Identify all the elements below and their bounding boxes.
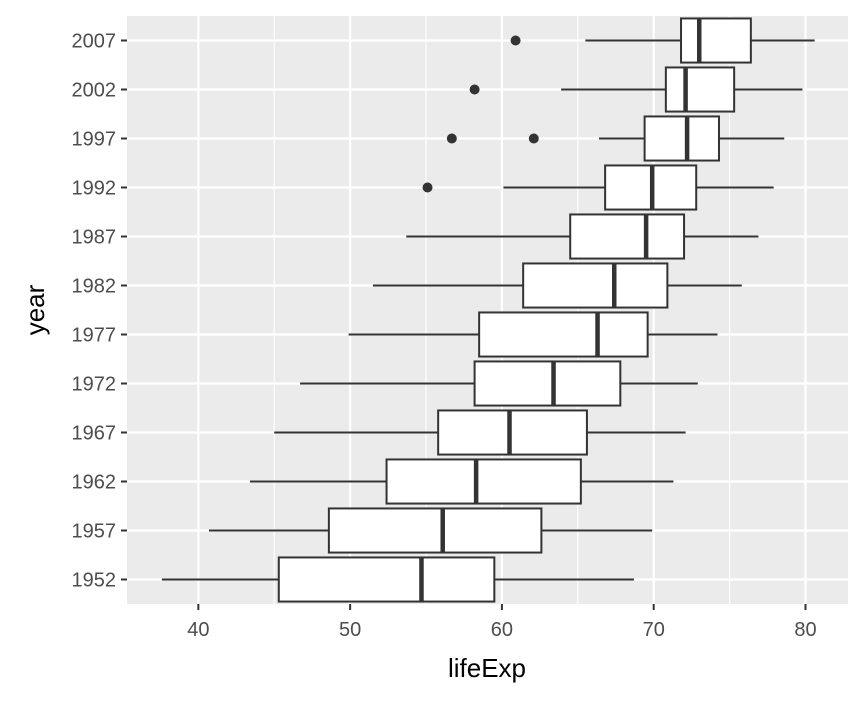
iqr-box <box>437 409 588 456</box>
x-tick-label: 60 <box>491 619 513 641</box>
y-axis: 1952 1957 1962 1967 1972 1977 1982 1987 1992 1997… <box>72 31 127 592</box>
x-tick-label: 70 <box>643 619 665 641</box>
box-1967 <box>274 409 686 456</box>
box-1972 <box>300 360 698 407</box>
y-tick-label: 1997 <box>72 129 117 151</box>
iqr-box <box>385 458 582 505</box>
iqr-box <box>569 213 686 260</box>
iqr-box <box>522 262 669 309</box>
y-tick-label: 1992 <box>72 178 117 200</box>
box-1987 <box>406 213 759 260</box>
outlier-point <box>469 84 480 95</box>
box-1997 <box>446 115 785 162</box>
box-layer <box>161 17 815 603</box>
iqr-box <box>664 66 736 113</box>
box-2002 <box>469 66 803 113</box>
box-1977 <box>348 311 718 358</box>
iqr-box <box>643 115 720 162</box>
y-tick-label: 1977 <box>72 325 117 347</box>
box-1982 <box>372 262 742 309</box>
outlier-point <box>528 133 539 144</box>
y-tick-label: 2007 <box>72 31 117 53</box>
minor-gridlines <box>273 16 731 604</box>
y-tick-label: 1952 <box>72 570 117 592</box>
iqr-box <box>473 360 622 407</box>
x-tick-label: 50 <box>339 619 361 641</box>
outlier-point <box>422 182 433 193</box>
y-tick-label: 1962 <box>72 472 117 494</box>
outlier-point <box>446 133 457 144</box>
y-axis-title: year <box>20 284 50 335</box>
outlier-point <box>510 35 521 46</box>
box-1962 <box>249 458 674 505</box>
iqr-box <box>680 17 752 64</box>
y-tick-label: 2002 <box>72 80 117 102</box>
y-tick-label: 1967 <box>72 423 117 445</box>
box-1992 <box>422 164 774 211</box>
y-tick-label: 1957 <box>72 521 117 543</box>
plot-panel <box>127 16 848 604</box>
y-tick-label: 1987 <box>72 227 117 249</box>
iqr-box <box>277 556 496 603</box>
y-tick-label: 1972 <box>72 374 117 396</box>
iqr-box <box>327 507 543 554</box>
box-1952 <box>161 556 634 603</box>
box-2007 <box>510 17 815 64</box>
box-1957 <box>208 507 653 554</box>
y-tick-label: 1982 <box>72 276 117 298</box>
x-tick-label: 80 <box>794 619 816 641</box>
x-axis-title: lifeExp <box>448 653 526 683</box>
x-axis: 40 50 60 70 80 <box>187 604 817 641</box>
x-tick-label: 40 <box>187 619 209 641</box>
iqr-box <box>478 311 649 358</box>
